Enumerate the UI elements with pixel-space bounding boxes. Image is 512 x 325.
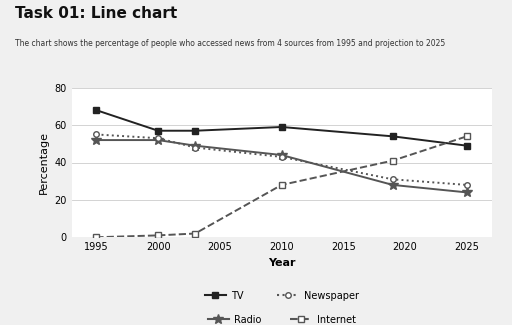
Text: Task 01: Line chart: Task 01: Line chart bbox=[15, 6, 178, 21]
Legend: Radio, Internet: Radio, Internet bbox=[204, 311, 359, 325]
Text: The chart shows the percentage of people who accessed news from 4 sources from 1: The chart shows the percentage of people… bbox=[15, 39, 445, 48]
Y-axis label: Percentage: Percentage bbox=[39, 131, 49, 194]
X-axis label: Year: Year bbox=[268, 258, 295, 268]
